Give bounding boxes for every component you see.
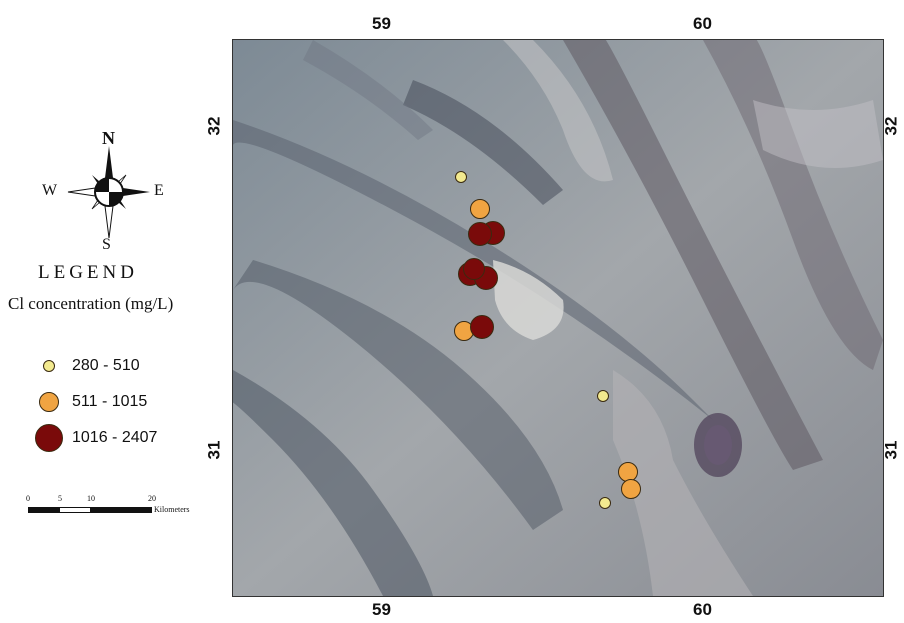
legend-item-low: 280 - 510 <box>26 357 140 375</box>
bottom-tick-59: 59 <box>372 600 391 619</box>
satellite-imagery <box>233 40 883 596</box>
scale-unit-label: Kilometers <box>154 505 190 514</box>
legend-label-mid: 511 - 1015 <box>72 393 148 410</box>
top-tick-60: 60 <box>693 14 712 33</box>
legend-item-high: 1016 - 2407 <box>26 424 157 452</box>
scale-bar: 0 5 10 20 Kilometers <box>26 494 218 524</box>
legend-label-low: 280 - 510 <box>72 357 140 374</box>
satellite-map[interactable] <box>232 39 884 597</box>
compass-east-label: E <box>154 182 164 199</box>
legend-panel: N W E S LEGEND Cl concentration (mg/L) 2… <box>0 0 225 623</box>
left-tick-31: 31 <box>204 440 224 460</box>
sample-point[interactable] <box>597 390 609 402</box>
sample-point[interactable] <box>468 222 492 246</box>
legend-symbol-high <box>35 424 63 452</box>
sample-point[interactable] <box>621 479 641 499</box>
legend-label-high: 1016 - 2407 <box>72 429 158 446</box>
left-tick-32: 32 <box>204 116 224 136</box>
north-arrow-icon: N W E S <box>42 128 164 253</box>
scale-tick-5: 5 <box>58 494 62 503</box>
scale-tick-0: 0 <box>26 494 30 503</box>
legend-subtitle: Cl concentration (mg/L) <box>8 294 174 313</box>
right-tick-31: 31 <box>881 440 901 460</box>
compass-west-label: W <box>42 182 58 199</box>
legend-title: LEGEND <box>38 262 138 283</box>
scale-tick-10: 10 <box>87 494 95 503</box>
legend-item-mid: 511 - 1015 <box>26 392 147 412</box>
compass-rose-icon <box>67 146 150 239</box>
scale-tick-20: 20 <box>148 494 156 503</box>
sample-point[interactable] <box>599 497 611 509</box>
sample-point[interactable] <box>470 315 494 339</box>
sample-point[interactable] <box>470 199 490 219</box>
legend-symbol-mid <box>39 392 59 412</box>
top-tick-59: 59 <box>372 14 391 33</box>
compass-south-label: S <box>102 236 111 253</box>
legend-symbol-low <box>43 360 55 372</box>
bottom-tick-60: 60 <box>693 600 712 619</box>
scale-bar-graphic <box>28 507 152 513</box>
compass-north-label: N <box>102 128 115 148</box>
sample-point[interactable] <box>455 171 467 183</box>
sample-point[interactable] <box>463 258 485 280</box>
right-tick-32: 32 <box>881 116 901 136</box>
